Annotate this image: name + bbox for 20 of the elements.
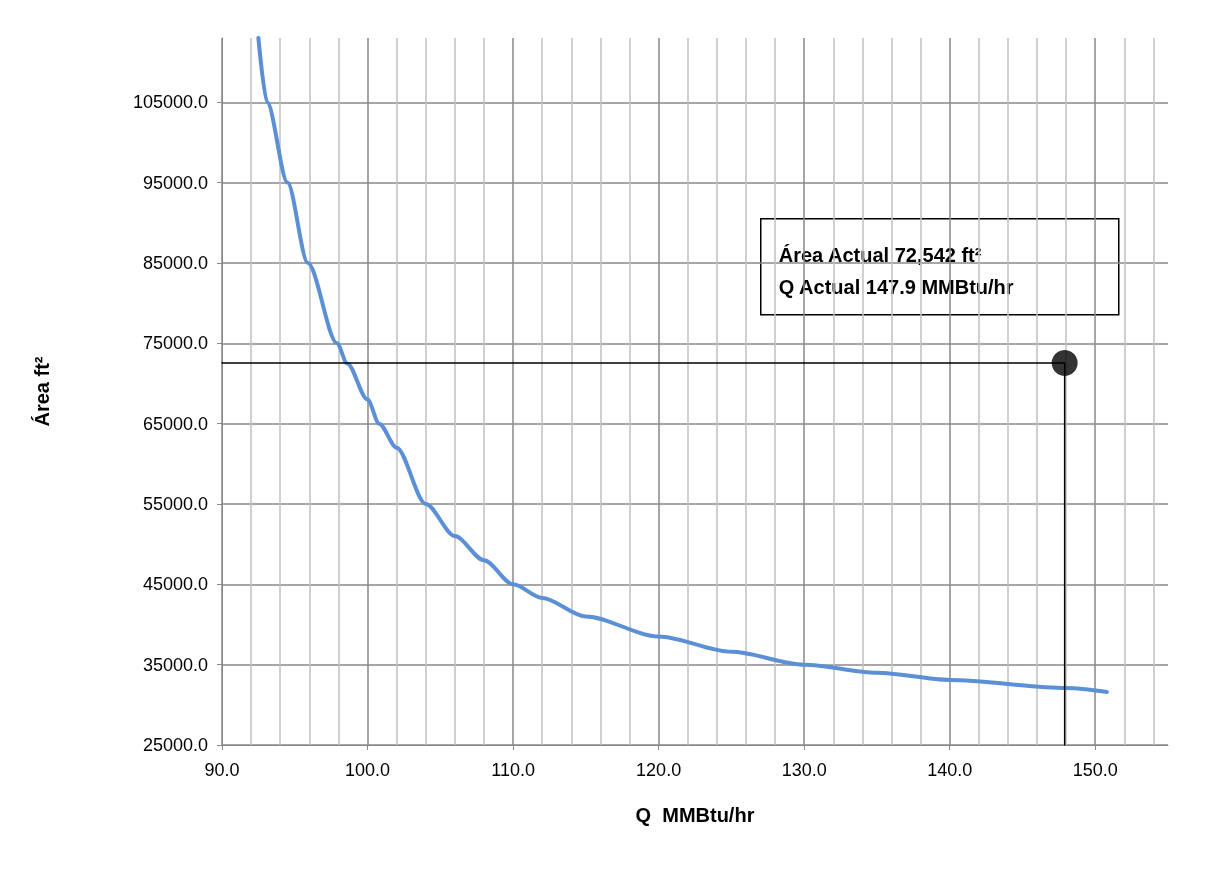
y-tick-label: 25000.0 <box>142 735 208 755</box>
x-tick-label: 100.0 <box>345 760 391 780</box>
y-axis-title: Área ft² <box>31 356 53 427</box>
y-tick-label: 55000.0 <box>142 493 208 514</box>
y-tick-label: 45000.0 <box>142 574 208 595</box>
x-tick-label: 90.0 <box>204 760 240 780</box>
line-series <box>256 36 1109 694</box>
x-tick-label: 150.0 <box>1072 760 1118 780</box>
y-tick-label: 95000.0 <box>142 172 208 193</box>
y-tick-label: 65000.0 <box>142 413 208 434</box>
x-tick-label: 120.0 <box>636 760 682 780</box>
y-tick-label: 85000.0 <box>142 252 208 273</box>
y-tick-label: 105000.0 <box>132 92 208 113</box>
annotation: Área Actual 72,542 ft² Q Actual 147.9 MMBtu/hr <box>778 243 1014 298</box>
x-axis-title: Q MMBtu/hr <box>635 804 755 826</box>
x-tick-label: 140.0 <box>927 760 973 780</box>
y-tick-label: 75000.0 <box>142 333 208 354</box>
x-tick-label: 130.0 <box>781 760 827 780</box>
x-tick-label: 110.0 <box>491 760 535 780</box>
y-tick-label: 35000.0 <box>142 654 208 675</box>
